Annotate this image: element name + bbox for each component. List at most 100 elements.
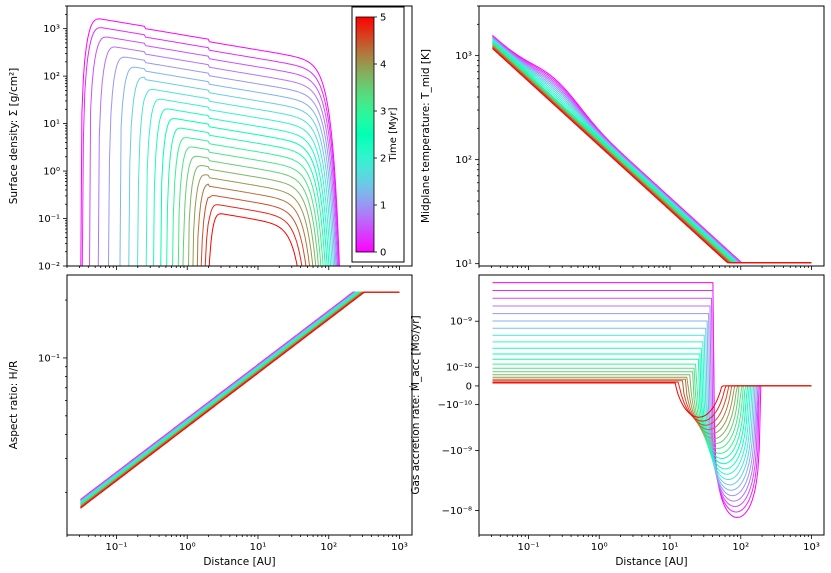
x-tick-label: 10³ (803, 542, 820, 553)
y-tick-label: 10² (455, 155, 472, 166)
series-line (166, 127, 326, 266)
series-line (492, 380, 812, 426)
x-axis-label: Distance [AU] (203, 556, 275, 568)
colorbar-tick-label: 3 (380, 107, 386, 118)
y-tick-label: −10⁻⁹ (442, 446, 472, 457)
series-line (160, 118, 328, 266)
series-line (177, 146, 322, 266)
panel-gas-accretion-rate: 10⁻¹ 10⁰ 10¹ 10² 10³ Distance [AU] 10⁻⁹ 10⁻¹⁰ 0 −… (409, 274, 825, 568)
series-line (200, 195, 307, 266)
colorbar-label: Time [Myr] (388, 107, 399, 162)
curves-gas-accretion-rate (492, 282, 812, 518)
series-line (204, 204, 303, 266)
curves-surface-density (80, 18, 340, 266)
series-line (80, 291, 400, 505)
y-tick-label: 10⁻¹ (38, 353, 60, 364)
panel-aspect-ratio: 10⁻¹ 10⁰ 10¹ 10² 10³ Distance [AU] 10⁻¹ Aspect … (8, 274, 413, 568)
colorbar-tick-label: 4 (380, 60, 386, 71)
series-line (89, 36, 339, 266)
series-line (196, 183, 311, 266)
series-line (492, 382, 812, 418)
series-line (128, 76, 334, 266)
series-line (492, 297, 812, 508)
y-axis-label: Midplane temperature: T_mid [K] (420, 49, 432, 223)
colorbar-tick-label: 0 (380, 248, 386, 259)
curves-midplane-temperature (492, 34, 812, 264)
x-tick-label: 10¹ (250, 542, 267, 553)
series-line (492, 353, 812, 465)
series-line (492, 34, 812, 264)
series-line (192, 174, 314, 266)
series-line (492, 327, 812, 486)
series-line (492, 347, 812, 470)
series-line (80, 291, 400, 506)
y-tick-label: 10² (43, 72, 60, 83)
series-line (107, 56, 337, 266)
y-tick-label: −10⁻⁸ (442, 506, 472, 517)
x-tick-label: 10² (732, 542, 749, 553)
series-line (182, 155, 319, 266)
series-line (80, 291, 400, 509)
colorbar-tick-label: 1 (380, 201, 386, 212)
series-line (145, 98, 332, 266)
y-tick-label: 0 (466, 381, 472, 392)
series-line (492, 381, 812, 422)
series-line (492, 374, 812, 440)
series-line (492, 282, 812, 518)
axes-frame (478, 5, 825, 267)
y-tick-label: 10⁻⁹ (450, 317, 472, 328)
series-line (492, 35, 812, 264)
series-line (492, 43, 812, 264)
series-line (80, 291, 400, 507)
series-line (81, 27, 340, 266)
axes-frame (66, 274, 413, 536)
series-line (80, 291, 400, 508)
x-tick-label: 10⁰ (179, 542, 196, 553)
series-line (492, 46, 812, 264)
colorbar-tick-label: 5 (380, 13, 386, 24)
series-line (97, 46, 338, 266)
y-axis-label: Aspect ratio: H/R (8, 361, 20, 450)
series-line (80, 291, 400, 506)
y-tick-label: 10¹ (43, 119, 60, 130)
series-line (492, 320, 812, 491)
series-line (172, 137, 324, 266)
series-line (208, 213, 298, 266)
series-line (153, 108, 330, 266)
series-line (492, 40, 812, 264)
x-tick-label: 10² (320, 542, 337, 553)
x-tick-label: 10³ (391, 542, 408, 553)
series-line (137, 88, 333, 266)
y-axis-label: Gas accretion rate: Ṁ_acc [M⊙/yr] (409, 315, 422, 494)
y-tick-label: 10⁻¹⁰ (446, 363, 472, 374)
series-line (492, 378, 812, 431)
series-line (492, 313, 812, 497)
x-axis-label: Distance [AU] (615, 556, 687, 568)
y-axis-label: Surface density: Σ [g/cm²] (8, 68, 20, 205)
y-tick-label: 10³ (43, 24, 60, 35)
y-tick-label: 10³ (455, 51, 472, 62)
x-tick-label: 10⁻¹ (105, 542, 127, 553)
y-tick-label: 10¹ (455, 259, 472, 270)
series-line (492, 290, 812, 513)
series-line (492, 358, 812, 460)
series-line (188, 165, 317, 266)
y-tick-label: −10⁻¹⁰ (438, 400, 472, 411)
series-line (119, 66, 336, 266)
x-tick-label: 10⁻¹ (517, 542, 539, 553)
x-tick-label: 10⁰ (591, 542, 608, 553)
series-line (80, 291, 400, 509)
y-tick-label: 10⁰ (43, 167, 60, 178)
x-tick-label: 10¹ (662, 542, 679, 553)
y-tick-label: 10⁻¹ (38, 214, 60, 225)
series-line (492, 48, 812, 264)
colorbar-gradient (355, 16, 375, 253)
y-tick-label: 10⁻² (38, 262, 60, 273)
series-line (492, 334, 812, 480)
panel-midplane-temperature: 10¹ 10² 10³ Midplane temperature: T_mid [K] (420, 5, 825, 270)
axes-frame (66, 5, 413, 267)
series-line (80, 291, 400, 507)
series-line (80, 291, 400, 508)
colorbar-tick-label: 2 (380, 154, 386, 165)
